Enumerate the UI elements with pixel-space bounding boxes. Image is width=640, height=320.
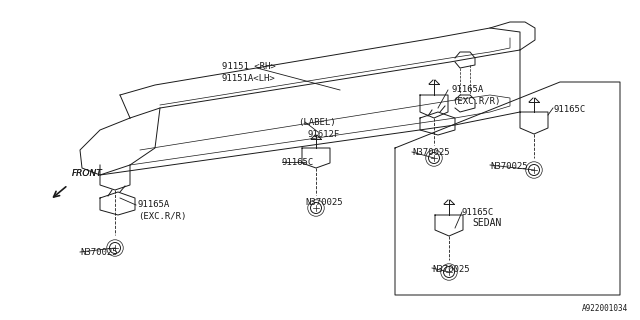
Text: SEDAN: SEDAN [472, 218, 501, 228]
Text: 91165A: 91165A [138, 200, 170, 209]
Text: 91165A: 91165A [452, 85, 484, 94]
Text: 91165C: 91165C [553, 105, 585, 114]
Text: N370025: N370025 [432, 265, 470, 274]
Text: N370025: N370025 [305, 198, 342, 207]
Text: FRONT: FRONT [72, 169, 103, 178]
Text: FRONT: FRONT [72, 169, 103, 178]
Text: N370025: N370025 [490, 162, 527, 171]
Text: 91151A<LH>: 91151A<LH> [222, 74, 276, 83]
Text: N370025: N370025 [80, 248, 118, 257]
Text: N370025: N370025 [412, 148, 450, 157]
Text: 91612F: 91612F [308, 130, 340, 139]
Text: 91165C: 91165C [282, 158, 314, 167]
Text: A922001034: A922001034 [582, 304, 628, 313]
Text: (EXC.R/R): (EXC.R/R) [452, 97, 500, 106]
Text: 91165C: 91165C [462, 208, 494, 217]
Text: 91151 <RH>: 91151 <RH> [222, 62, 276, 71]
Text: (EXC.R/R): (EXC.R/R) [138, 212, 186, 221]
Text: (LABEL): (LABEL) [298, 118, 335, 127]
